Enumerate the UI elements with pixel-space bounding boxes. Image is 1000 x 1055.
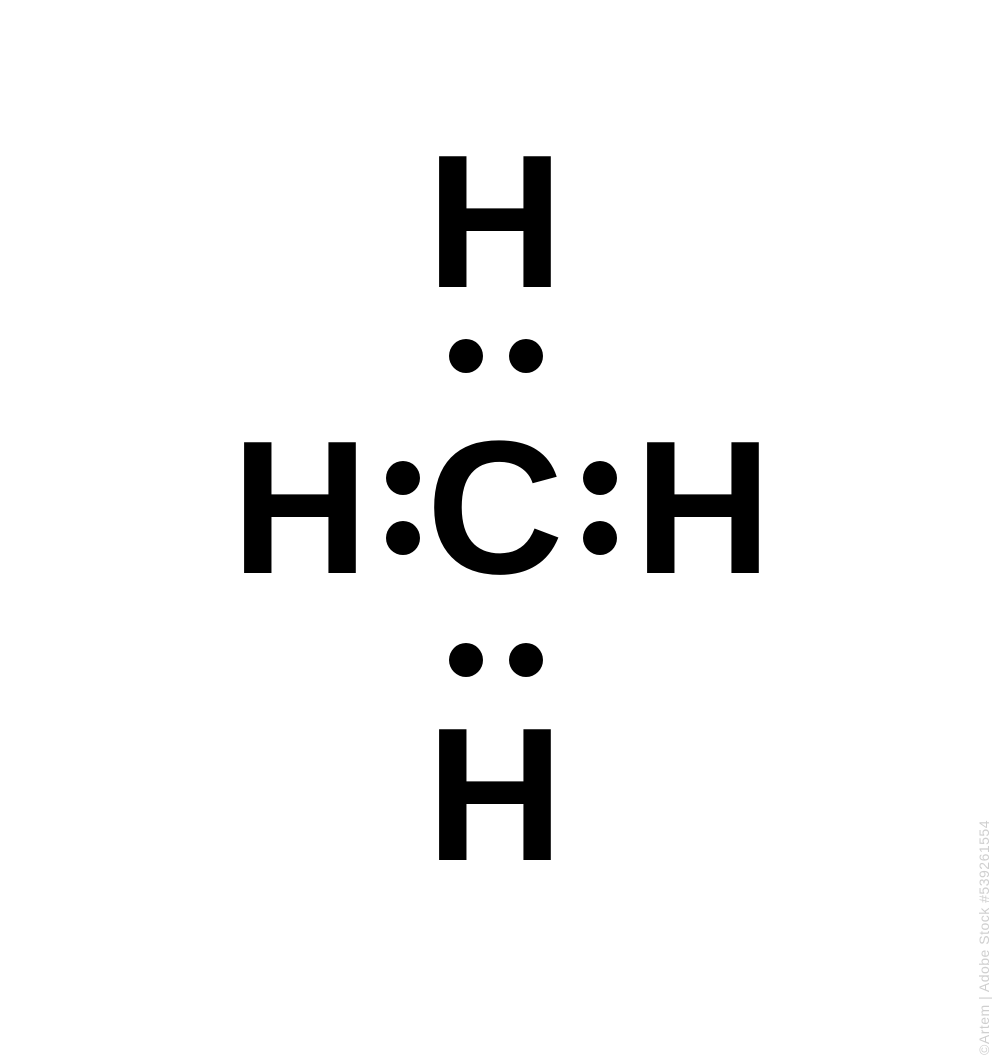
electron-dot-icon [449,339,483,373]
atom-hydrogen-left: H [231,413,368,603]
electron-dot-icon [386,521,420,555]
atom-hydrogen-right: H [634,413,771,603]
atom-hydrogen-top: H [426,127,563,317]
lewis-structure-diagram: C H H H H [0,0,1000,1000]
watermark-text: ©Artem | Adobe Stock #539261554 [976,820,992,1055]
electron-dot-icon [449,643,483,677]
electron-dot-icon [509,643,543,677]
electron-dot-icon [583,461,617,495]
atom-hydrogen-bottom: H [426,700,563,890]
electron-dot-icon [583,521,617,555]
center-atom-carbon: C [426,413,563,603]
electron-dot-icon [386,461,420,495]
electron-dot-icon [509,339,543,373]
